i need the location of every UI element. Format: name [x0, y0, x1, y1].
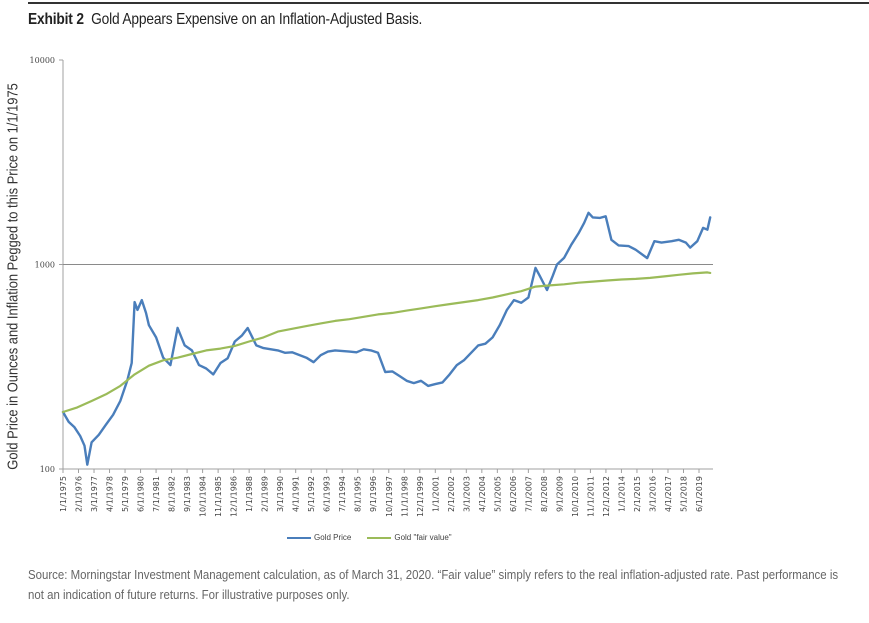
- x-tick-label: 8/1/2008: [540, 476, 549, 512]
- legend-swatch-fair-value: [367, 536, 392, 539]
- x-tick-label: 1/1/2014: [617, 476, 626, 512]
- x-tick-label: 6/1/2019: [695, 476, 704, 512]
- x-tick-label: 11/1/1985: [214, 476, 223, 517]
- y-tick-label: 10000: [30, 56, 55, 65]
- x-tick-label: 12/1/2012: [602, 476, 611, 517]
- x-tick-label: 7/1/1981: [152, 476, 161, 512]
- series-line-fair-value: [61, 271, 712, 414]
- x-tick-label: 2/1/2002: [447, 476, 456, 512]
- series-lines: [61, 211, 712, 466]
- x-tick-label: 12/1/1999: [416, 476, 425, 517]
- x-tick-label: 1/1/2001: [431, 476, 440, 512]
- legend-swatch-gold-price: [287, 536, 311, 539]
- series-line-gold-price: [61, 211, 712, 466]
- top-rule: [28, 2, 869, 4]
- exhibit-title: Exhibit 2 Gold Appears Expensive on an I…: [28, 11, 422, 29]
- x-tick-label: 8/1/1982: [168, 476, 177, 512]
- x-tick-label: 3/1/1977: [90, 476, 99, 512]
- x-tick-label: 6/1/1980: [137, 476, 146, 512]
- x-tick-label: 4/1/1991: [292, 476, 301, 512]
- x-tick-label: 7/1/1994: [338, 476, 347, 512]
- x-tick-label: 5/1/1979: [121, 476, 130, 512]
- x-tick-label: 6/1/2006: [509, 476, 518, 512]
- x-tick-label: 5/1/2018: [679, 476, 688, 512]
- x-tick-label: 11/1/2011: [586, 476, 595, 517]
- x-tick-label: 9/1/1996: [369, 476, 378, 512]
- x-tick-label: 12/1/1986: [230, 476, 239, 517]
- x-tick-label: 5/1/2005: [493, 476, 502, 512]
- x-tick-label: 1/1/1988: [245, 476, 254, 512]
- legend-item-gold-price: Gold Price: [287, 533, 351, 542]
- x-tick-labels: 1/1/1975 2/1/1976 3/1/1977 4/1/1978 5/1/1979…: [59, 476, 704, 517]
- x-tick-label: 2/1/1976: [75, 476, 84, 512]
- axes: [59, 59, 713, 473]
- x-tick-label: 10/1/1984: [199, 476, 208, 517]
- x-tick-label: 4/1/2017: [664, 476, 673, 512]
- x-tick-label: 7/1/2007: [524, 476, 533, 512]
- x-tick-label: 11/1/1998: [400, 476, 409, 517]
- chart-area: 100 1000 10000 1/1/1975 2/1/1976 3/1/1977 4/1…: [30, 56, 713, 517]
- x-tick-label: 9/1/2009: [555, 476, 564, 512]
- y-tick-label: 100: [40, 465, 55, 474]
- x-tick-label: 3/1/2003: [462, 476, 471, 512]
- x-tick-label: 1/1/1975: [59, 476, 68, 512]
- legend-item-fair-value: Gold "fair value": [367, 533, 452, 542]
- y-tick-label: 1000: [35, 261, 55, 270]
- exhibit-label: Exhibit 2: [28, 11, 84, 28]
- x-tick-label: 5/1/1992: [307, 476, 316, 512]
- legend-label-gold-price: Gold Price: [314, 533, 352, 542]
- x-tick-label: 3/1/1990: [276, 476, 285, 512]
- x-tick-label: 3/1/2016: [648, 476, 657, 512]
- legend: Gold Price Gold "fair value": [287, 533, 452, 542]
- legend-label-fair-value: Gold "fair value": [394, 533, 452, 542]
- y-tick-labels: 100 1000 10000: [30, 56, 55, 474]
- x-tick-label: 10/1/2010: [571, 476, 580, 517]
- x-tick-label: 10/1/1997: [385, 476, 394, 517]
- x-tick-label: 4/1/1978: [106, 476, 115, 512]
- x-tick-label: 2/1/2015: [633, 476, 642, 512]
- x-tick-label: 8/1/1995: [354, 476, 363, 512]
- x-tick-label: 6/1/1993: [323, 476, 332, 512]
- source-footnote: Source: Morningstar Investment Managemen…: [28, 567, 839, 602]
- x-tick-label: 2/1/1989: [261, 476, 270, 512]
- x-tick-label: 9/1/1983: [183, 476, 192, 512]
- title-text: Gold Appears Expensive on an Inflation-A…: [91, 11, 423, 28]
- x-tick-label: 4/1/2004: [478, 476, 487, 512]
